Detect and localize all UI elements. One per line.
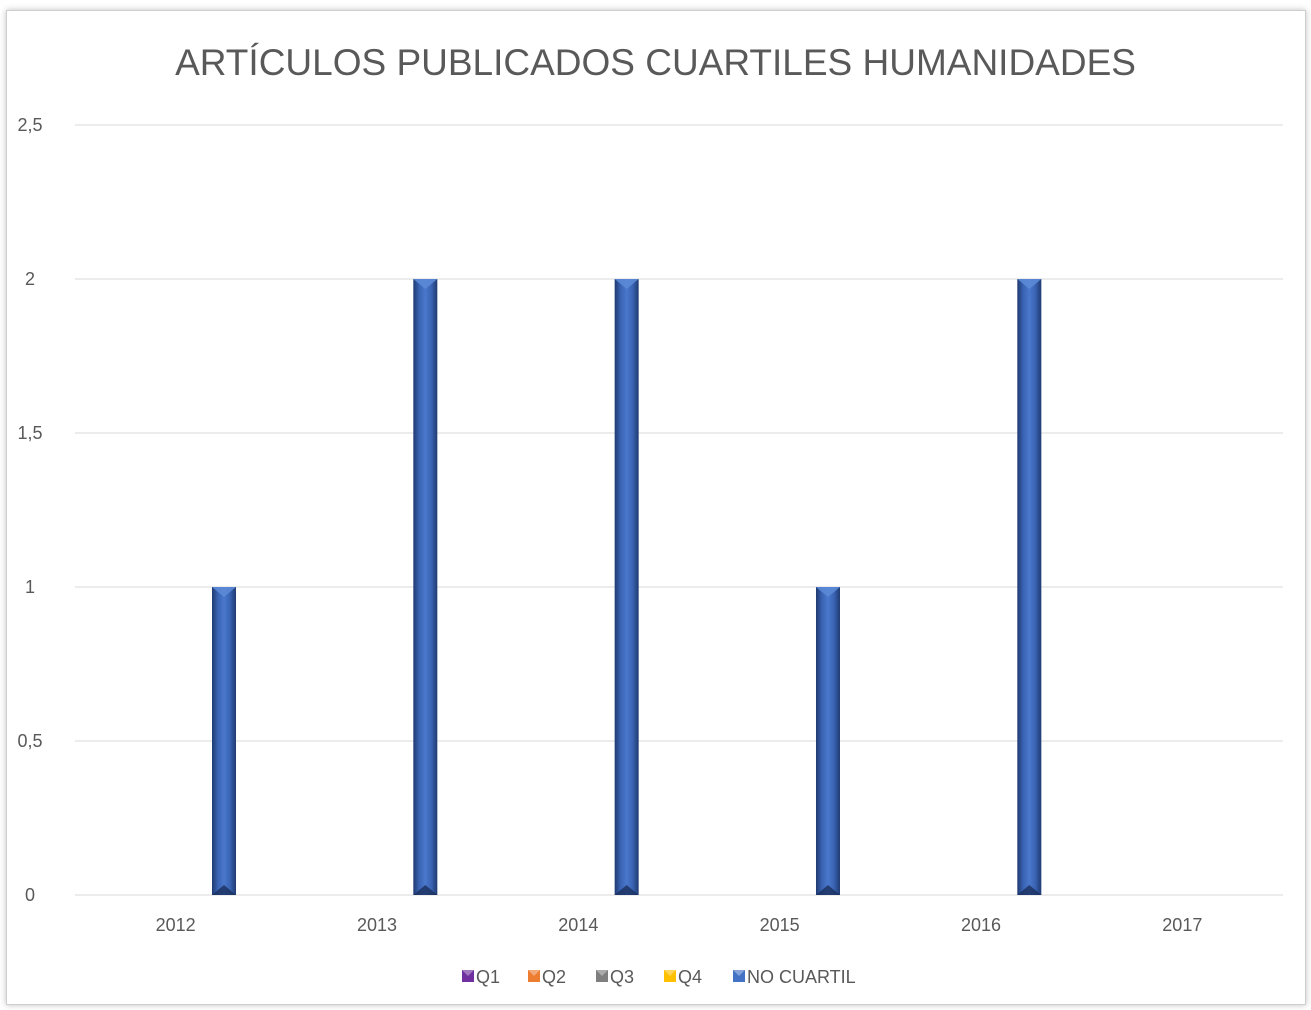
bar-body	[614, 279, 639, 895]
legend-swatch-bevel	[664, 970, 676, 976]
legend-label: Q3	[610, 967, 634, 987]
x-tick-label: 2017	[1162, 915, 1202, 935]
legend-swatch	[596, 970, 608, 982]
legend-swatch	[664, 970, 676, 982]
x-tick-label: 2015	[760, 915, 800, 935]
bar-cap	[1017, 279, 1042, 289]
x-tick-label: 2013	[357, 915, 397, 935]
bar-cap	[413, 279, 438, 289]
y-axis-ticks: 0 0,5 1 1,5 2 2,5	[17, 115, 42, 905]
y-tick-label: 0	[25, 885, 35, 905]
bar	[1017, 279, 1042, 895]
bar-cap	[815, 587, 840, 597]
bar-base	[413, 885, 438, 895]
legend-swatch-bevel	[528, 970, 540, 976]
x-axis-ticks: 2012 2013 2014 2015 2016 2017	[156, 915, 1203, 935]
bar	[211, 587, 236, 895]
bar-base	[1017, 885, 1042, 895]
y-tick-label: 2,5	[17, 115, 42, 135]
x-tick-label: 2016	[961, 915, 1001, 935]
y-tick-label: 0,5	[17, 731, 42, 751]
legend: Q1 Q2 Q3 Q4 NO CUARTIL	[462, 967, 856, 987]
bar	[614, 279, 639, 895]
bar	[815, 587, 840, 895]
legend-swatch-bevel	[596, 970, 608, 976]
bar-base	[614, 885, 639, 895]
legend-swatch	[462, 970, 474, 982]
bar-cap	[211, 587, 236, 597]
bar-base	[211, 885, 236, 895]
bar-body	[1017, 279, 1042, 895]
y-tick-label: 2	[25, 269, 35, 289]
legend-label: Q4	[678, 967, 702, 987]
legend-swatch-bevel	[462, 970, 474, 976]
legend-swatch	[528, 970, 540, 982]
legend-label: Q1	[476, 967, 500, 987]
bars	[211, 279, 1042, 895]
bar-base	[815, 885, 840, 895]
bar	[413, 279, 438, 895]
legend-swatch	[733, 970, 745, 982]
y-tick-label: 1,5	[17, 423, 42, 443]
x-tick-label: 2012	[156, 915, 196, 935]
bar-body	[413, 279, 438, 895]
legend-label: NO CUARTIL	[747, 967, 856, 987]
bar-cap	[614, 279, 639, 289]
gridlines	[75, 124, 1283, 896]
legend-label: Q2	[542, 967, 566, 987]
chart-title: ARTÍCULOS PUBLICADOS CUARTILES HUMANIDAD…	[175, 42, 1136, 83]
x-tick-label: 2014	[558, 915, 598, 935]
y-tick-label: 1	[25, 577, 35, 597]
bar-body	[211, 587, 236, 895]
legend-swatch-bevel	[733, 970, 745, 976]
bar-body	[815, 587, 840, 895]
